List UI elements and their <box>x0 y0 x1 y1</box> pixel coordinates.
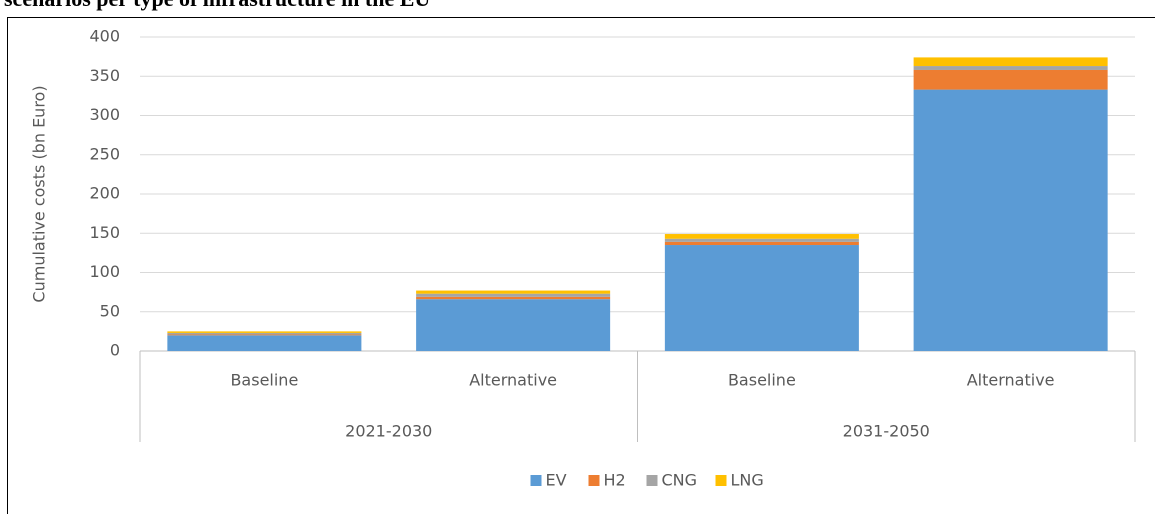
legend-label: H2 <box>604 471 626 490</box>
bar-segment <box>167 332 362 335</box>
y-tick-label: 350 <box>89 66 120 85</box>
bar-segment <box>167 334 362 336</box>
x-tick-label: Baseline <box>728 371 796 390</box>
legend-swatch <box>715 475 727 486</box>
x-tick-label: Baseline <box>230 371 298 390</box>
legend-swatch <box>530 475 542 486</box>
x-tick-label: Alternative <box>967 371 1055 390</box>
legend-label: LNG <box>731 471 764 490</box>
y-tick-label: 100 <box>89 262 120 281</box>
bar-segment <box>167 331 362 333</box>
bar-segment <box>664 234 859 239</box>
y-tick-label: 150 <box>89 223 120 242</box>
y-tick-label: 200 <box>89 184 120 203</box>
legend-swatch <box>646 475 658 486</box>
y-tick-label: 50 <box>100 301 120 320</box>
frame <box>7 17 1155 514</box>
legend-label: EV <box>546 471 567 490</box>
y-tick-label: 300 <box>89 105 120 124</box>
bar-segment <box>664 241 859 246</box>
bar-segment <box>913 89 1108 351</box>
y-axis-label: Cumulative costs (bn Euro) <box>30 85 49 302</box>
bar-segment <box>913 66 1108 70</box>
bar-segment <box>167 335 362 351</box>
y-tick-label: 250 <box>89 144 120 163</box>
y-tick-label: 400 <box>89 27 120 46</box>
bar-segment <box>416 299 611 351</box>
bar-segment <box>913 57 1108 67</box>
legend-label: CNG <box>662 471 698 490</box>
y-tick-label: 0 <box>110 341 120 360</box>
chart-title: scenarios per type of infrastructure in … <box>4 0 430 11</box>
group-label: 2021-2030 <box>345 422 432 441</box>
bar-segment <box>664 245 859 351</box>
bar-segment <box>416 290 611 294</box>
x-tick-label: Alternative <box>469 371 557 390</box>
bar-segment <box>416 296 611 300</box>
legend-swatch <box>588 475 600 486</box>
bar-segment <box>664 238 859 242</box>
group-label: 2031-2050 <box>843 422 930 441</box>
bar-segment <box>416 293 611 297</box>
bar-segment <box>913 69 1108 90</box>
